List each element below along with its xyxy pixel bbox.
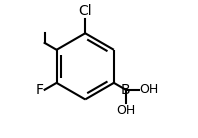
Text: F: F [35,83,43,97]
Text: Cl: Cl [78,4,92,18]
Text: OH: OH [140,83,159,96]
Text: OH: OH [116,104,135,117]
Text: B: B [121,83,131,97]
